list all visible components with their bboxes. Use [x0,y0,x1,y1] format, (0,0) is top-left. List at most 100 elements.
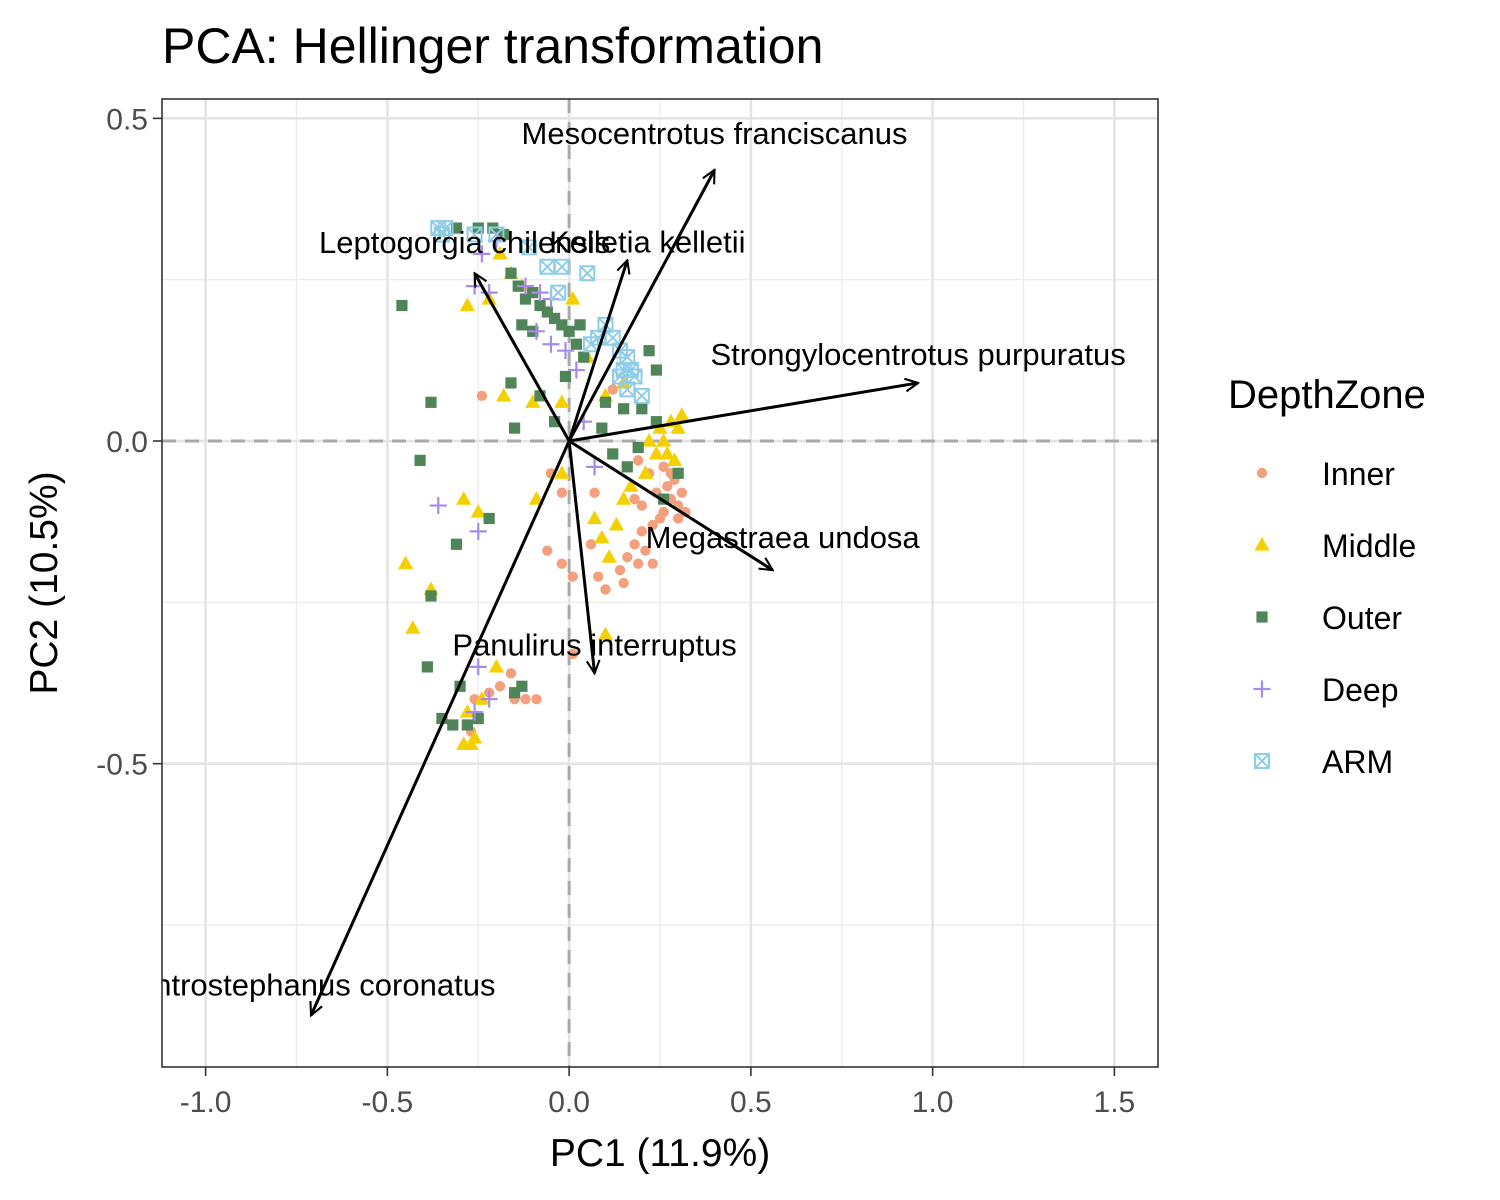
point-middle [397,555,414,570]
point-middle [459,297,475,312]
point-middle [470,504,486,518]
point-outer [672,467,684,479]
point-outer [516,680,528,692]
loading-arrow [567,170,716,442]
legend: DepthZone Inner Middle Outer Deep ARM [1228,373,1426,780]
point-middle [608,516,624,531]
point-inner [647,519,658,531]
point-inner [632,558,644,569]
loading-arrow [567,260,627,442]
point-arm [626,368,643,385]
point-arm [437,220,454,237]
point-inner [662,481,673,492]
point-inner [505,668,517,679]
point-deep [556,342,574,360]
legend-key-inner [1256,467,1268,479]
legend-key-middle [1254,537,1270,551]
point-middle [594,529,610,544]
chart-title: PCA: Hellinger transformation [162,18,823,74]
point-outer [450,222,463,234]
point-outer [563,325,575,337]
point-inner [676,487,688,498]
loading-vector-labels: Mesocentrotus franciscanus Kelletia kelle… [162,116,1126,1002]
point-middle [405,620,421,634]
point-middle [597,626,614,641]
point-outer [519,293,532,305]
point-outer [599,396,612,408]
point-arm [550,284,567,301]
point-deep [469,658,487,676]
point-middle [674,407,690,421]
point-middle [474,691,490,705]
point-outer [618,403,630,415]
x-tick-label: 1.5 [1094,1086,1136,1119]
point-middle [492,245,508,260]
y-axis-title: PC2 (10.5%) [23,471,66,694]
point-middle [565,291,581,305]
x-tick-label: 1.0 [912,1086,954,1119]
point-deep [429,497,447,515]
minor-gridlines [162,99,1158,1067]
point-middle [666,452,683,466]
point-inner [520,693,531,705]
loading-arrow [473,273,571,442]
point-deep [531,284,549,302]
point-outer [643,345,655,357]
point-inner [640,545,651,556]
point-deep [517,277,535,295]
point-outer [574,319,586,331]
y-axis: -0.5 0.0 0.5 [96,103,162,782]
point-outer [578,351,590,363]
point-inner [494,681,506,692]
point-inner [636,526,648,537]
point-inner [622,551,633,563]
point-outer [621,461,633,473]
point-middle [616,491,632,505]
vector-label: Strongylocentrotus purpuratus [710,337,1125,372]
point-arm [521,239,538,256]
y-tick-label: 0.0 [106,426,148,459]
point-inner [600,584,611,595]
point-inner [614,564,626,576]
legend-title: DepthZone [1228,373,1426,417]
point-inner [618,577,629,589]
point-outer [461,719,473,731]
point-middle [525,394,541,408]
point-outer [472,712,484,725]
point-deep [480,690,498,708]
point-middle [586,510,603,525]
point-outer [508,422,521,434]
legend-label-middle: Middle [1322,528,1416,564]
point-inner [593,571,604,582]
point-inner [672,513,684,524]
point-inner [542,545,553,556]
point-inner [658,506,669,518]
point-middle [659,445,675,460]
point-arm [619,349,636,366]
point-deep [567,361,585,379]
point-middle [488,658,505,673]
legend-label-outer: Outer [1322,600,1402,636]
point-arm [466,226,483,243]
point-deep [527,322,545,340]
point-outer [421,661,433,673]
point-deep [586,458,604,476]
x-tick-label: 0.5 [730,1086,772,1119]
point-inner [531,693,542,705]
x-tick-label: 0.0 [548,1086,590,1119]
point-outer [425,590,437,602]
point-middle [528,491,545,505]
loading-arrow [568,439,773,572]
point-deep [542,335,560,353]
legend-label-deep: Deep [1322,672,1399,708]
point-inner [476,390,488,402]
point-outer [483,512,495,525]
point-deep [469,522,487,540]
point-outer [632,441,644,454]
legend-label-arm: ARM [1322,744,1393,780]
point-outer [436,712,448,725]
point-outer [541,306,553,318]
point-middle [637,465,654,479]
point-outer [548,416,561,428]
